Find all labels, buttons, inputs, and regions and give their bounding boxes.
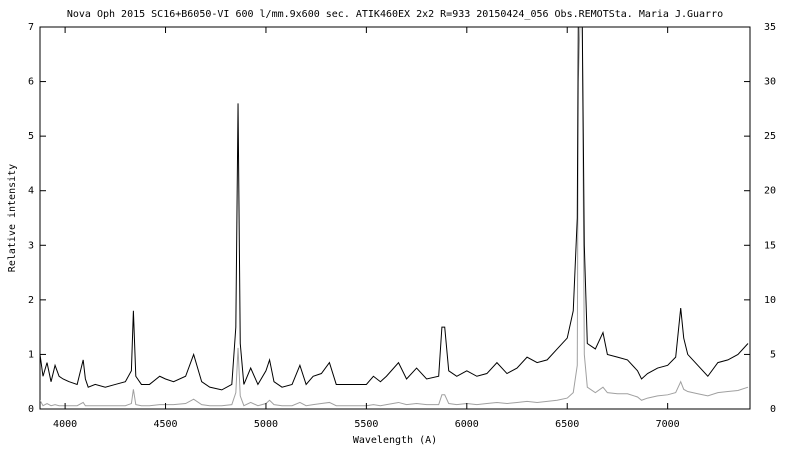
y-tick-label: 5 xyxy=(28,131,34,142)
y2-tick-label: 10 xyxy=(764,295,776,306)
chart-title: Nova Oph 2015 SC16+B6050-VI 600 l/mm.9x6… xyxy=(67,9,723,20)
spectrum-line xyxy=(40,27,749,407)
y2-tick-label: 20 xyxy=(764,186,776,197)
y-axis-label: Relative intensity xyxy=(7,164,18,272)
y-tick-label: 2 xyxy=(28,295,34,306)
y-tick-label: 1 xyxy=(28,349,34,360)
y2-tick-label: 25 xyxy=(764,131,776,142)
x-tick-label: 6000 xyxy=(455,419,479,430)
x-tick-label: 6500 xyxy=(555,419,579,430)
x-tick-label: 5000 xyxy=(254,419,278,430)
y2-tick-label: 15 xyxy=(764,240,776,251)
y2-tick-label: 35 xyxy=(764,22,776,33)
spectrum-line xyxy=(40,27,749,391)
x-axis-label: Wavelength (A) xyxy=(353,435,437,446)
y-tick-label: 6 xyxy=(28,77,34,88)
y-tick-label: 7 xyxy=(28,22,34,33)
y-tick-label: 0 xyxy=(28,404,34,415)
x-tick-label: 4500 xyxy=(153,419,177,430)
y-tick-label: 3 xyxy=(28,240,34,251)
x-tick-label: 5500 xyxy=(354,419,378,430)
y2-tick-label: 0 xyxy=(770,404,776,415)
plot-frame xyxy=(39,26,751,410)
x-tick-label: 4000 xyxy=(53,419,77,430)
plot-area xyxy=(40,27,749,407)
y2-tick-label: 5 xyxy=(770,349,776,360)
x-tick-label: 7000 xyxy=(656,419,680,430)
y-tick-label: 4 xyxy=(28,186,34,197)
y2-tick-label: 30 xyxy=(764,77,776,88)
